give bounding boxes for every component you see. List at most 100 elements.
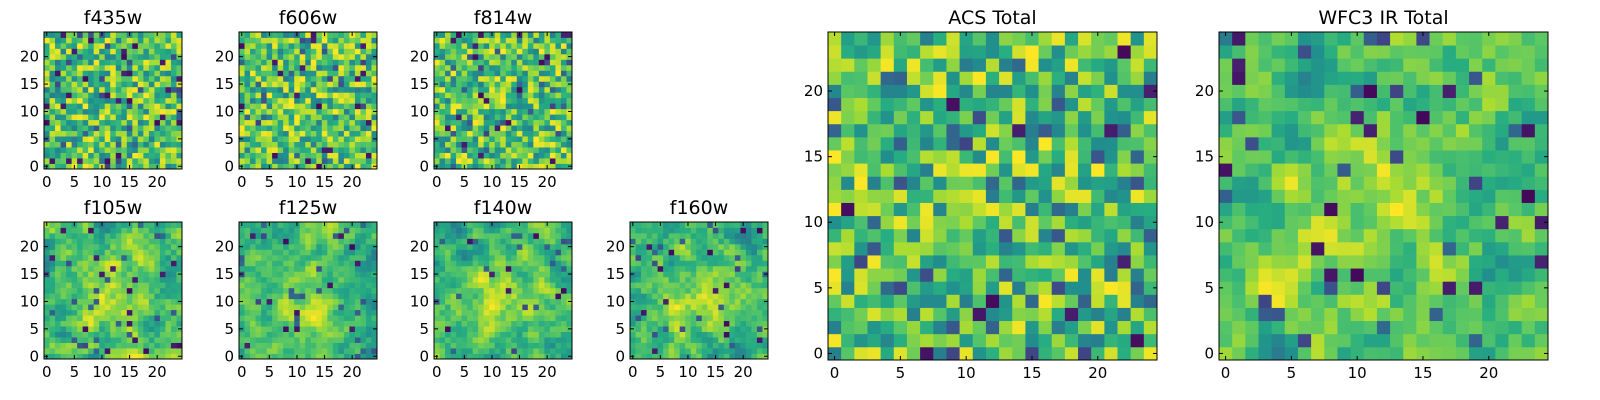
heatmap-cell xyxy=(566,276,573,283)
heatmap-cell xyxy=(305,136,312,142)
heatmap-cell xyxy=(734,227,741,234)
heatmap-cell xyxy=(261,103,267,110)
heatmap-cell xyxy=(657,304,664,311)
heatmap-cell xyxy=(685,348,692,354)
heatmap-cell xyxy=(906,281,921,295)
heatmap-cell xyxy=(690,326,697,332)
heatmap-cell xyxy=(244,320,251,327)
heatmap-cell xyxy=(489,298,496,305)
heatmap-cell xyxy=(266,227,273,234)
heatmap-cell xyxy=(272,114,279,121)
heatmap-cell xyxy=(354,304,361,311)
heatmap-cell xyxy=(343,222,350,228)
heatmap-cell xyxy=(549,81,556,88)
heatmap-cell xyxy=(494,298,501,305)
heatmap-cell xyxy=(360,271,367,278)
heatmap-cell xyxy=(360,276,367,283)
heatmap-cell xyxy=(439,158,446,164)
heatmap-cell xyxy=(82,326,89,332)
heatmap-cell xyxy=(685,293,692,300)
heatmap-cell xyxy=(165,293,172,300)
heatmap-cell xyxy=(472,304,479,311)
heatmap-cell xyxy=(55,243,61,250)
heatmap-cell xyxy=(66,42,72,49)
heatmap-cell xyxy=(527,97,534,104)
heatmap-cell xyxy=(104,81,111,88)
heatmap-cell xyxy=(434,86,440,93)
heatmap-cell xyxy=(137,59,144,66)
heatmap-cell xyxy=(266,287,273,294)
heatmap-cell xyxy=(82,348,89,354)
heatmap-cell xyxy=(60,260,67,267)
heatmap-cell xyxy=(137,136,144,142)
heatmap-cell xyxy=(250,298,256,305)
heatmap-cell xyxy=(277,136,284,142)
heatmap-cell xyxy=(143,158,150,164)
heatmap-cell xyxy=(154,320,161,327)
heatmap-cell xyxy=(483,254,490,261)
heatmap-cell xyxy=(165,243,172,250)
heatmap-cell xyxy=(718,315,725,322)
x-tick-label: 20 xyxy=(734,363,753,381)
heatmap-cell xyxy=(93,353,100,360)
heatmap-cell xyxy=(332,265,339,272)
heatmap-cell xyxy=(734,222,741,228)
heatmap-cell xyxy=(1130,228,1145,243)
heatmap-cell xyxy=(500,298,507,305)
heatmap-cell xyxy=(143,238,150,245)
heatmap-cell xyxy=(288,298,295,305)
heatmap-cell xyxy=(165,276,172,283)
heatmap-cell xyxy=(450,276,457,283)
heatmap-cell xyxy=(49,108,56,115)
heatmap-cell xyxy=(371,92,378,99)
heatmap-cell xyxy=(445,265,451,272)
heatmap-cell xyxy=(349,81,356,88)
heatmap-cell xyxy=(560,97,567,104)
heatmap-cell xyxy=(729,276,736,283)
heatmap-cell xyxy=(880,268,895,282)
heatmap-cell xyxy=(115,293,122,300)
heatmap-cell xyxy=(104,265,111,272)
heatmap-cell xyxy=(277,243,284,250)
heatmap-cell xyxy=(299,70,306,77)
heatmap-cell xyxy=(82,163,89,170)
heatmap-cell xyxy=(652,304,658,311)
heatmap-cell xyxy=(266,103,273,110)
heatmap-cell xyxy=(272,59,279,66)
heatmap-cell xyxy=(137,158,144,164)
heatmap-cell xyxy=(110,304,117,311)
heatmap-cell xyxy=(338,326,345,332)
heatmap-cell xyxy=(522,32,529,38)
heatmap-cell xyxy=(679,342,686,349)
heatmap-cell xyxy=(126,48,133,55)
heatmap-cell xyxy=(751,304,758,311)
heatmap-cell xyxy=(170,254,177,261)
heatmap-cell xyxy=(170,320,177,327)
heatmap-cell xyxy=(294,37,301,44)
heatmap-cell xyxy=(110,64,117,71)
heatmap-cell xyxy=(1130,241,1145,256)
heatmap-cell xyxy=(555,64,562,71)
heatmap-cell xyxy=(880,281,895,295)
heatmap-cell xyxy=(906,255,921,269)
heatmap-cell xyxy=(71,59,78,66)
heatmap-cell xyxy=(154,249,161,256)
heatmap-cell xyxy=(635,265,642,272)
heatmap-cell xyxy=(668,243,675,250)
heatmap-cell xyxy=(685,276,692,283)
heatmap-cell xyxy=(137,326,144,332)
heatmap-cell xyxy=(1051,176,1066,190)
heatmap-cell xyxy=(148,348,155,354)
heatmap-cell xyxy=(159,53,166,60)
heatmap-cell xyxy=(244,32,251,38)
heatmap-cell xyxy=(77,92,84,99)
heatmap-cell xyxy=(467,298,474,305)
heatmap-cell xyxy=(712,243,719,250)
heatmap-cell xyxy=(635,232,642,239)
heatmap-cell xyxy=(277,75,284,82)
heatmap-cell xyxy=(701,326,708,332)
heatmap-cell xyxy=(718,249,725,256)
heatmap-cell xyxy=(44,147,50,153)
heatmap-cell xyxy=(354,81,361,88)
heatmap-cell xyxy=(652,238,658,245)
